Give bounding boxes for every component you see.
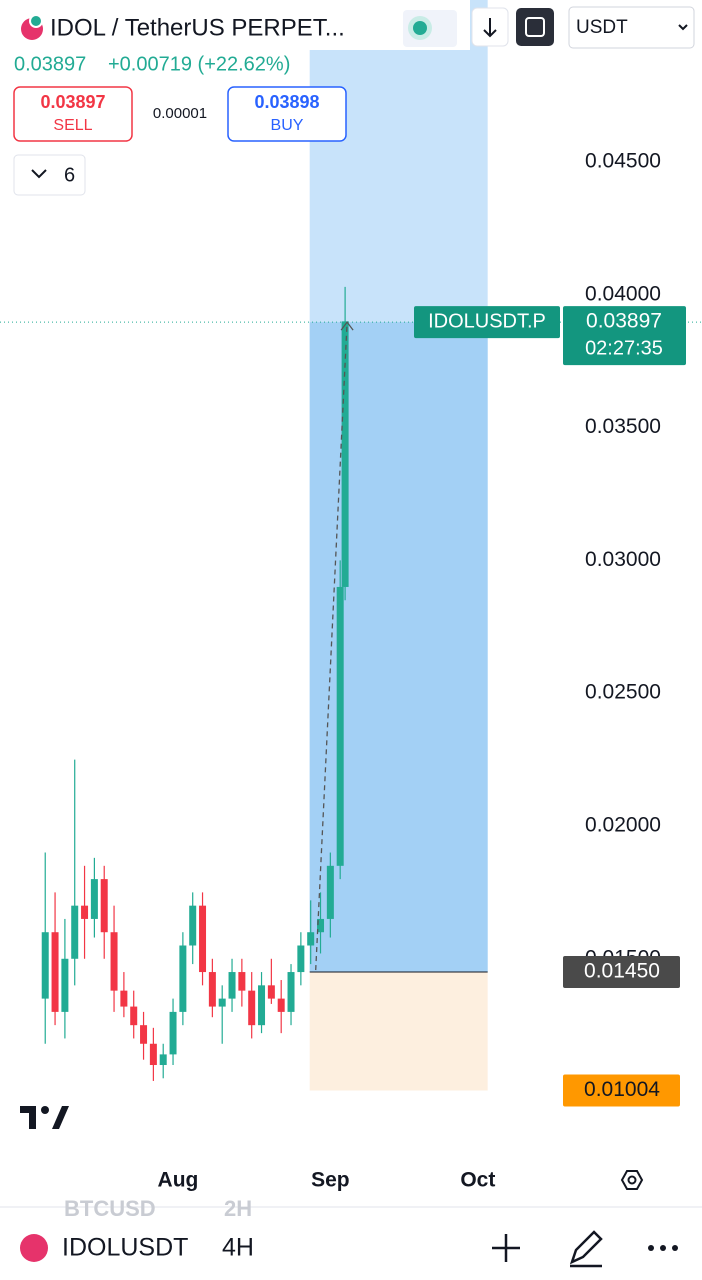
currency-select[interactable] [568,6,695,49]
footer-interval[interactable]: 4H [222,1234,254,1262]
y-tick-label: 0.04000 [585,282,661,305]
footer-symbol[interactable]: IDOLUSDT [62,1234,188,1262]
spread: 0.00001 [153,105,207,122]
candle-body [248,990,256,1026]
trade-arrow-head [340,321,354,331]
candle-body [179,945,187,1012]
candle-body [267,985,275,999]
layout-icon [525,17,545,37]
exchange-logo [29,14,43,28]
candle-body [71,905,79,959]
add-button[interactable] [492,1234,520,1262]
sell-price: 0.03897 [40,92,105,112]
candle-body [238,972,246,991]
status-dot [413,21,427,35]
candle-body [326,865,334,919]
entry-tag-label: 0.01450 [584,960,660,983]
indicator-count: 6 [64,164,75,186]
more-dot [648,1245,654,1251]
candle-body [120,990,128,1007]
prev-interval: 2H [224,1196,252,1221]
indicators-toggle[interactable] [13,154,86,196]
buy-price: 0.03898 [254,92,319,112]
layout-button[interactable] [516,8,554,46]
price-change: +0.00719 (+22.62%) [108,53,290,75]
last-price: 0.03897 [14,53,86,75]
tv-logo-dot [41,1106,49,1114]
more-dot [660,1245,666,1251]
download-icon [483,18,497,38]
candle-body [208,972,216,1007]
candle-body [130,1006,138,1026]
chart: 0.015000.020000.025000.030000.035000.040… [0,0,702,1192]
header-bg [0,0,470,50]
candle-body [169,1011,177,1055]
stop-tag [563,1074,680,1107]
candle-body [41,932,49,999]
candle-body [218,998,226,1007]
symbol-tag-label: IDOLUSDT.P [428,310,546,332]
candle-body [159,1054,167,1066]
candle-body [189,905,197,946]
candle-body [61,958,69,1012]
y-tick-label: 0.03000 [585,548,661,571]
tv-logo [20,1106,69,1129]
candle-body [277,998,285,1012]
sell-label: SELL [53,117,92,134]
candle-body [287,972,295,1012]
candle-body [81,905,89,919]
candle-body [110,932,118,991]
select-chevron [678,24,688,31]
candle-body [228,972,236,999]
trade-arrow [315,322,348,971]
more-button[interactable] [648,1245,678,1251]
y-tick-label: 0.02000 [585,814,661,837]
candle-body [307,932,315,946]
symbol-title[interactable]: IDOL / TetherUS PERPET... [50,14,345,41]
candle-body [51,932,59,1012]
x-tick-label: Aug [158,1169,199,1192]
position-stop-zone [309,972,488,1091]
price-tag-label: 0.03897 [586,310,662,333]
buy-button[interactable] [227,86,347,142]
footer-bar [0,1222,702,1280]
candle-body [90,879,98,919]
entry-tag [563,956,680,989]
more-dot [672,1245,678,1251]
prev-symbol: BTCUSD [64,1196,156,1221]
x-tick-label: Oct [460,1169,495,1192]
symbol-tag [414,306,560,339]
candle-body [317,918,325,933]
x-tick-label: Sep [311,1169,350,1192]
candle-body [336,586,344,866]
candle-body [149,1043,157,1066]
position-profit-zone [309,322,488,973]
candle-body [297,945,305,973]
draw-button[interactable] [569,1230,603,1268]
candle-body [100,879,108,933]
candle-body [140,1025,148,1044]
candle-body [258,985,266,1026]
footer-symbol-logo [20,1234,48,1262]
toggle-chevron [31,169,47,179]
candle-body [199,905,207,973]
settings-icon[interactable] [620,1170,644,1190]
stop-tag-label: 0.01004 [584,1078,660,1101]
y-tick-label: 0.03500 [585,415,661,438]
countdown: 02:27:35 [585,337,663,359]
buy-label: BUY [271,117,304,134]
candle-body [341,321,349,587]
currency-label: USDT [576,17,628,38]
price-tag [563,306,686,366]
y-tick-label: 0.02500 [585,681,661,704]
sell-button[interactable] [13,86,133,142]
y-tick-label: 0.04500 [585,150,661,173]
settings-icon-center [627,1175,637,1185]
